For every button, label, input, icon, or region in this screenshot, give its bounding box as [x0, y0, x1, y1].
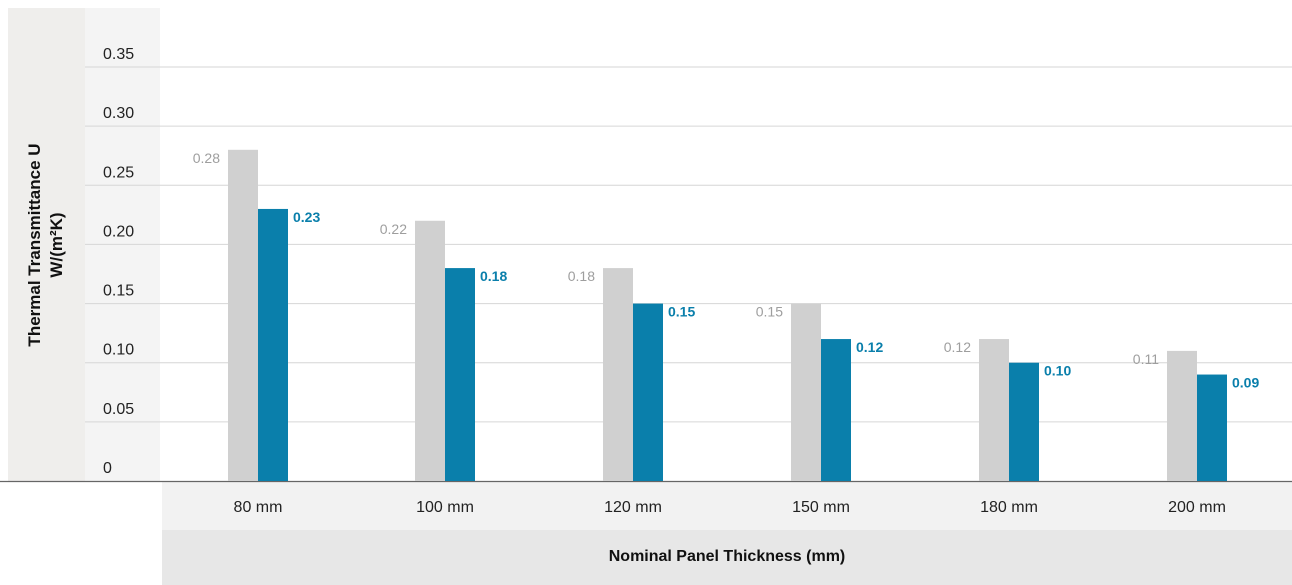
data-label-series1-4: 0.12: [944, 339, 971, 355]
bar-series2-2: [633, 303, 663, 481]
x-axis-tick-band: [162, 482, 1292, 530]
y-axis-tick-panel: [85, 8, 160, 482]
data-label-series1-2: 0.18: [568, 268, 595, 284]
bar-series1-2: [603, 268, 633, 481]
y-tick-label-2: 0.10: [103, 342, 134, 359]
data-label-series2-3: 0.12: [856, 339, 883, 355]
bar-series1-5: [1167, 350, 1197, 481]
y-tick-label-5: 0.25: [103, 164, 134, 181]
y-tick-label-4: 0.20: [103, 223, 134, 240]
data-label-series2-2: 0.15: [668, 304, 695, 320]
bar-series2-4: [1009, 362, 1039, 481]
y-tick-label-6: 0.30: [103, 105, 134, 122]
x-tick-label-3: 150 mm: [792, 499, 850, 516]
x-tick-label-2: 120 mm: [604, 499, 662, 516]
data-label-series1-0: 0.28: [193, 150, 220, 166]
x-tick-label-0: 80 mm: [234, 499, 283, 516]
y-tick-label-0: 0: [103, 460, 112, 477]
data-label-series2-4: 0.10: [1044, 363, 1071, 379]
data-label-series2-0: 0.23: [293, 209, 320, 225]
y-tick-label-7: 0.35: [103, 46, 134, 63]
bar-series1-0: [228, 149, 258, 482]
bar-series2-0: [258, 208, 288, 481]
y-axis-label-panel: [8, 8, 85, 482]
y-tick-label-3: 0.15: [103, 283, 134, 300]
y-tick-label-1: 0.05: [103, 401, 134, 418]
bar-series1-3: [791, 303, 821, 481]
bar-series2-3: [821, 339, 851, 481]
x-tick-label-5: 200 mm: [1168, 499, 1226, 516]
x-axis-title: Nominal Panel Thickness (mm): [608, 548, 846, 565]
data-label-series1-5: 0.11: [1133, 351, 1159, 367]
data-label-series2-5: 0.09: [1232, 375, 1259, 391]
data-label-series1-1: 0.22: [380, 221, 407, 237]
x-tick-label-4: 180 mm: [980, 499, 1038, 516]
x-axis-title-band: [162, 530, 1292, 585]
bar-series1-4: [979, 339, 1009, 481]
bar-series2-5: [1197, 374, 1227, 481]
bar-series2-1: [445, 268, 475, 481]
data-label-series2-1: 0.18: [480, 268, 507, 284]
bar-series1-1: [415, 220, 445, 481]
data-label-series1-3: 0.15: [756, 304, 783, 320]
x-tick-label-1: 100 mm: [416, 499, 474, 516]
